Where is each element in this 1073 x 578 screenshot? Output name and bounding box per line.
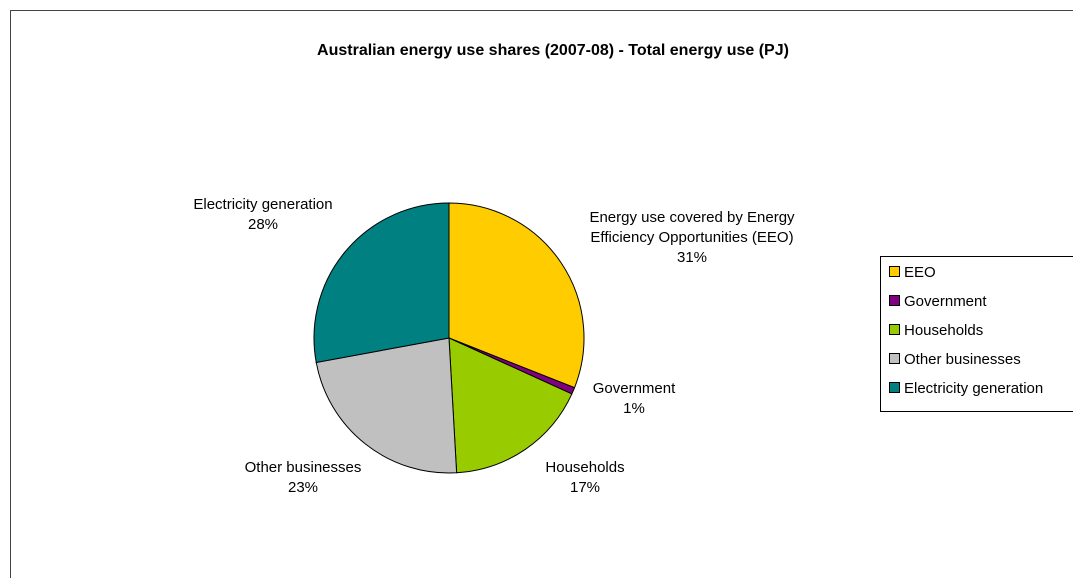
pie-slice-households: [448, 337, 573, 474]
legend-item-government: Government: [889, 292, 987, 312]
legend-label-other-businesses: Other businesses: [904, 351, 1021, 368]
slice-label-EEO: Energy use covered by Energy Efficiency O…: [589, 209, 795, 266]
legend-swatch-government: [889, 295, 900, 306]
slice-label-government: Government 1%: [593, 380, 676, 417]
legend-label-households: Households: [904, 322, 984, 339]
legend-item-households: Households: [889, 321, 983, 341]
legend-swatch-households: [889, 324, 900, 335]
legend-item-EEO: EEO: [889, 263, 936, 283]
pie-slices: [313, 202, 585, 474]
legend-item-other-businesses: Other businesses: [889, 350, 1021, 370]
chart-title: Australian energy use shares (2007-08) -…: [317, 42, 789, 59]
legend-item-electricity-generation: Electricity generation: [889, 379, 1043, 399]
legend-swatch-EEO: [889, 266, 900, 277]
slice-label-households: Households 17%: [545, 459, 624, 496]
legend-label-government: Government: [904, 293, 987, 310]
legend-swatch-other-businesses: [889, 353, 900, 364]
legend-label-EEO: EEO: [904, 264, 936, 281]
legend-label-electricity-generation: Electricity generation: [904, 380, 1044, 397]
slice-label-electricity-generation: Electricity generation 28%: [193, 196, 332, 233]
pie-slice-electricity-generation: [313, 202, 450, 364]
slice-labels: Energy use covered by Energy Efficiency O…: [193, 196, 795, 496]
pie-slice-EEO: [448, 202, 585, 389]
chart-legend: EEO Government Households Other businesses E…: [880, 256, 1073, 412]
slice-label-other-businesses: Other businesses 23%: [245, 459, 362, 496]
pie-slice-other-businesses: [315, 337, 458, 474]
legend-swatch-electricity-generation: [889, 382, 900, 393]
